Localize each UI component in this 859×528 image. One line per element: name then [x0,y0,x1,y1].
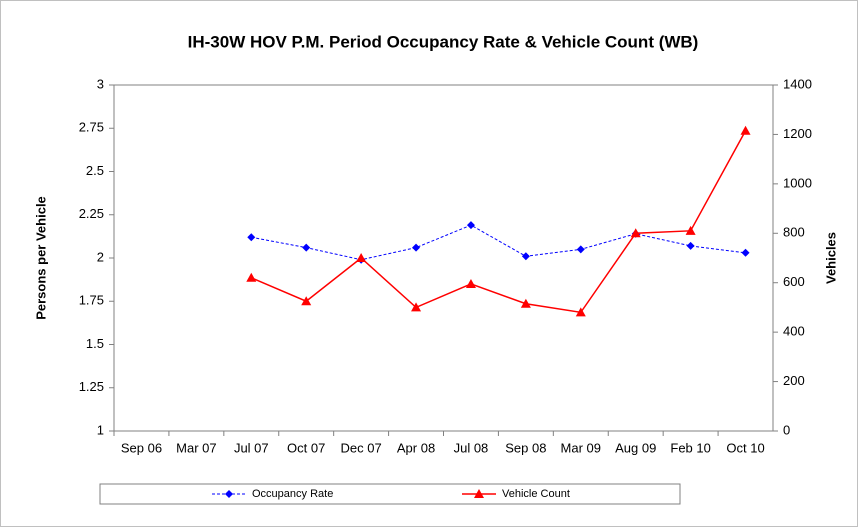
x-tick-label: Aug 09 [615,440,656,455]
y-tick-label: 1 [97,422,104,437]
x-tick-label: Oct 07 [287,440,325,455]
x-tick-label: Mar 09 [561,440,601,455]
point [521,252,530,261]
x-tick-label: Sep 08 [505,440,546,455]
legend-marker [474,489,484,498]
x-tick-label: Oct 10 [726,440,764,455]
y-tick-label: 1.5 [86,336,104,351]
point [302,243,311,252]
x-tick-label: Jul 07 [234,440,269,455]
y2-axis-title: Vehicles [823,232,838,284]
y2-tick-label: 400 [783,324,805,339]
x-tick-label: Dec 07 [341,440,382,455]
y2-tick-label: 1200 [783,126,812,141]
point [356,253,367,262]
y2-tick-label: 1400 [783,76,812,91]
y-tick-label: 2.25 [79,206,104,221]
x-tick-label: Feb 10 [670,440,710,455]
y-tick-label: 2.75 [79,120,104,135]
y-tick-label: 3 [97,76,104,91]
x-tick-label: Sep 06 [121,440,162,455]
series-line [250,130,747,314]
point [246,272,257,282]
legend [99,483,681,505]
y2-tick-label: 200 [783,373,805,388]
point [686,241,695,250]
point [520,298,531,308]
point [575,307,586,317]
legend-label: Occupancy Rate [252,488,333,500]
x-tick-label: Jul 08 [454,440,489,455]
legend-marker [225,490,233,498]
point [412,243,421,252]
point [576,245,585,254]
point [466,221,475,230]
legend-label: Vehicle Count [502,488,570,500]
point [411,302,422,312]
y2-tick-label: 1000 [783,175,812,190]
y-axis-title: Persons per Vehicle [33,196,48,320]
point [741,248,750,257]
chart-title: IH-30W HOV P.M. Period Occupancy Rate & … [188,32,699,51]
y2-tick-label: 600 [783,274,805,289]
y-tick-label: 2.5 [86,163,104,178]
point [685,225,696,235]
y-tick-label: 1.75 [79,293,104,308]
point [740,125,751,135]
y-tick-label: 1.25 [79,379,104,394]
point [247,233,256,242]
point [630,228,641,238]
y2-tick-label: 800 [783,225,805,240]
point [465,278,476,288]
series-line [251,224,746,261]
y-tick-label: 2 [97,249,104,264]
point [301,296,312,306]
y2-tick-label: 0 [783,422,790,437]
x-tick-label: Mar 07 [176,440,216,455]
x-tick-label: Apr 08 [397,440,435,455]
